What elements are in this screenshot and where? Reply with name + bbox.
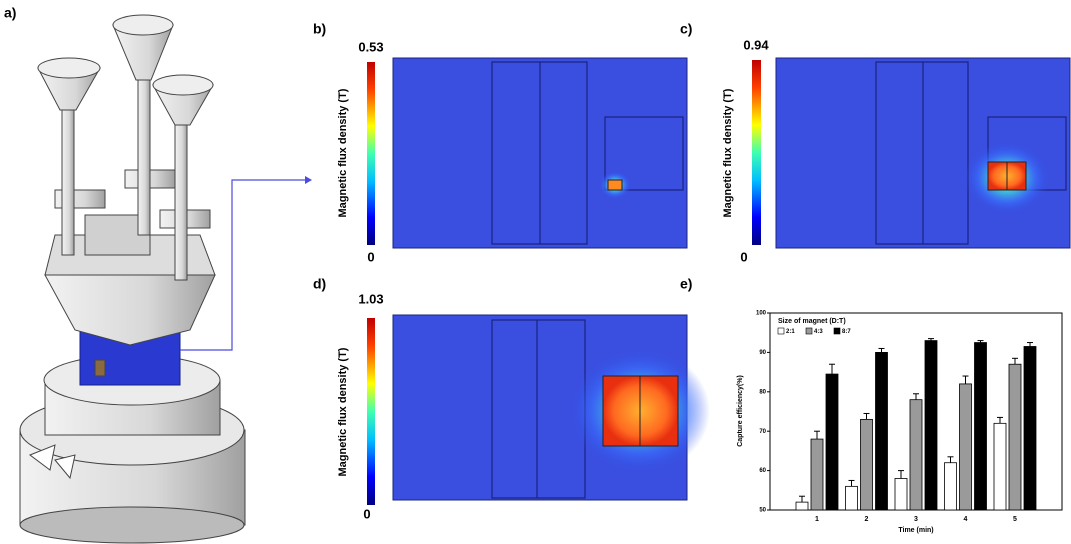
bar — [1023, 346, 1037, 511]
colorbar-max: 0.94 — [743, 37, 769, 52]
colorbar-label: Magnetic flux density (T) — [722, 88, 734, 217]
x-tick-label: 3 — [914, 516, 918, 523]
y-tick-label: 60 — [759, 468, 766, 474]
bar — [825, 373, 839, 511]
simulation-d: 1.03 0 Magnetic flux density (T) — [337, 291, 710, 521]
bar — [795, 501, 809, 511]
bar — [959, 383, 972, 511]
x-axis-label: Time (min) — [898, 527, 933, 534]
colorbar-max: 1.03 — [358, 291, 383, 306]
colorbar-label: Magnetic flux density (T) — [337, 88, 349, 217]
legend-swatch — [777, 327, 785, 335]
legend-title: Size of magnet (D:T) — [778, 318, 846, 325]
colorbar-min: 0 — [363, 506, 370, 521]
legend-label: 2:1 — [786, 329, 795, 335]
bar — [924, 340, 938, 511]
panel-label: e) — [680, 276, 692, 292]
colorbar-max: 0.53 — [358, 39, 383, 54]
panel-label: d) — [313, 276, 326, 292]
colorbar-min: 0 — [367, 249, 374, 264]
panel-label: b) — [313, 21, 326, 37]
x-tick-label: 4 — [964, 516, 968, 523]
bar — [974, 342, 987, 511]
y-tick-label: 90 — [759, 350, 766, 356]
y-tick-label: 70 — [759, 429, 766, 435]
arrow-head — [305, 176, 312, 184]
connector-arrow — [180, 179, 305, 351]
x-tick-label: 5 — [1013, 516, 1017, 523]
simulation-b: 0.53 0 Magnetic flux density (T) — [337, 39, 688, 264]
colorbar-min: 0 — [740, 249, 747, 264]
apparatus-drawing — [19, 14, 246, 544]
y-axis-label: Capture efficiency(%) — [737, 375, 744, 447]
colorbar — [367, 62, 375, 245]
bar — [894, 478, 908, 511]
y-tick-label: 50 — [759, 508, 766, 514]
legend-swatch — [833, 327, 841, 335]
bar — [845, 485, 858, 511]
colorbar — [367, 318, 375, 505]
colorbar-label: Magnetic flux density (T) — [337, 347, 349, 476]
legend-swatch — [805, 327, 813, 335]
bar — [993, 422, 1007, 511]
colorbar — [752, 60, 761, 245]
legend-label: 8:7 — [842, 329, 851, 335]
bar — [944, 462, 957, 511]
x-tick-label: 2 — [865, 516, 869, 523]
y-tick-label: 100 — [756, 311, 767, 317]
x-tick-label: 1 — [815, 516, 819, 523]
legend-label: 4:3 — [814, 329, 823, 335]
simulation-c: 0.94 0 Magnetic flux density (T) — [722, 37, 1071, 264]
panel-label: c) — [680, 21, 692, 37]
y-tick-label: 80 — [759, 389, 766, 395]
bar — [810, 438, 824, 511]
bar — [875, 351, 888, 511]
panel-label: a) — [4, 5, 16, 21]
bar — [1008, 363, 1022, 511]
bar — [909, 399, 923, 511]
bar — [860, 418, 873, 511]
